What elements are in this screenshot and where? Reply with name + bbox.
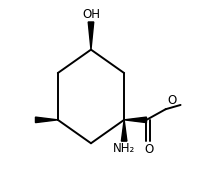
Polygon shape xyxy=(124,117,146,123)
Text: O: O xyxy=(168,94,177,107)
Polygon shape xyxy=(121,120,127,141)
Polygon shape xyxy=(35,117,58,123)
Text: OH: OH xyxy=(82,8,100,21)
Text: NH₂: NH₂ xyxy=(113,142,135,155)
Text: O: O xyxy=(145,143,154,156)
Polygon shape xyxy=(88,22,94,50)
